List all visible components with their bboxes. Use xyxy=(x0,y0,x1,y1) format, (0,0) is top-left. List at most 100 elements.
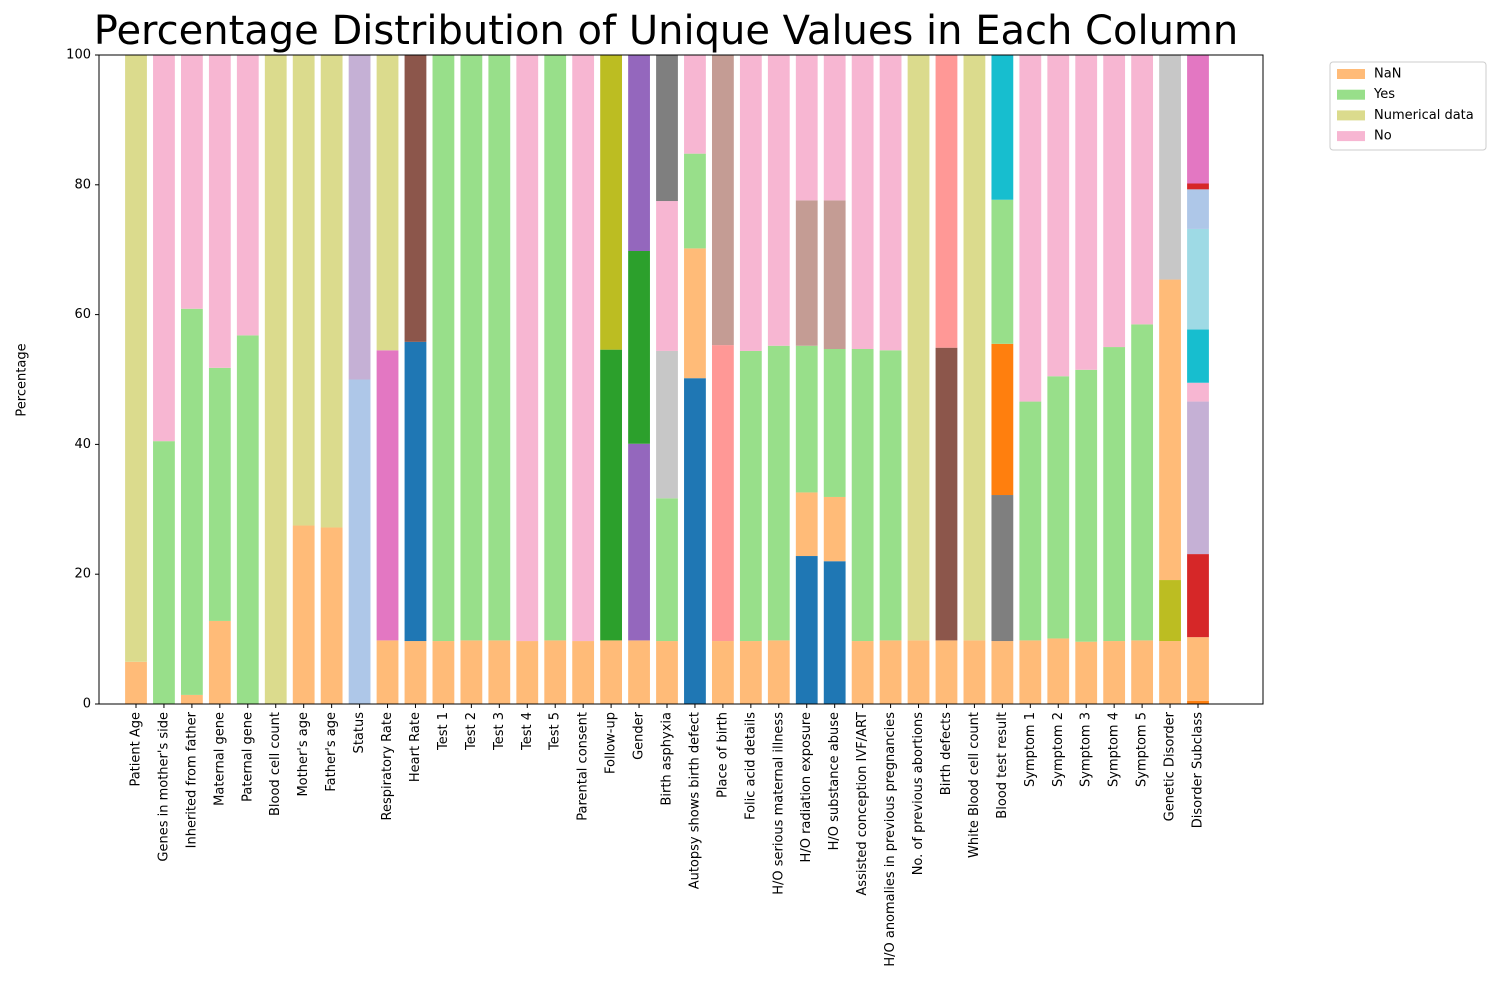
bar-segment xyxy=(208,367,231,621)
bar-segment xyxy=(1047,376,1070,639)
bar-segment xyxy=(767,345,790,641)
bar-segment xyxy=(656,498,678,642)
bar-segment xyxy=(991,55,1014,200)
bar-segment xyxy=(767,55,790,346)
bar-segment xyxy=(739,350,762,642)
bar-segment xyxy=(711,641,734,704)
x-tick-label: Folic acid details xyxy=(743,712,758,820)
bar-segment xyxy=(236,55,259,336)
bar-segment xyxy=(823,200,846,349)
bar-segment xyxy=(1131,55,1154,325)
bar-segment xyxy=(851,348,874,642)
bar-segment xyxy=(516,55,539,642)
x-tick-label: Symptom 1 xyxy=(1023,712,1038,787)
bar-segment xyxy=(684,378,706,704)
bar-segment xyxy=(488,640,511,704)
bar-segment xyxy=(348,55,371,380)
y-tick-label: 100 xyxy=(66,48,91,63)
bar-segment xyxy=(935,55,958,348)
x-tick-label: Genetic Disorder xyxy=(1163,711,1178,821)
legend-label: Numerical data xyxy=(1374,108,1474,123)
bar-segment xyxy=(1187,55,1209,184)
x-tick-label: Test 4 xyxy=(520,712,535,751)
bar-segment xyxy=(795,55,818,201)
bar-segment xyxy=(628,55,650,251)
legend-label: NaN xyxy=(1374,67,1401,82)
bar-segment xyxy=(656,55,678,202)
bar-segment xyxy=(208,55,231,368)
bar-segment xyxy=(1103,641,1126,704)
bar-segment xyxy=(1187,189,1209,229)
bar-segment xyxy=(879,350,902,641)
x-tick-label: White Blood cell count xyxy=(967,712,982,858)
x-tick-label: Genes in mother's side xyxy=(156,712,171,862)
bar-segment xyxy=(348,379,371,704)
bar-segment xyxy=(1187,554,1209,638)
bar-segment xyxy=(963,640,986,704)
x-tick-label: Father's age xyxy=(324,712,339,792)
bar-segment xyxy=(879,640,902,704)
x-tick-label: Autopsy shows birth defect xyxy=(687,712,702,889)
bar-segment xyxy=(488,55,511,641)
x-tick-label: Place of birth xyxy=(715,712,730,798)
bar-segment xyxy=(1075,641,1098,704)
legend-swatch xyxy=(1337,89,1365,100)
bar-segment xyxy=(180,308,203,695)
bar-segment xyxy=(320,55,343,528)
x-tick-label: Birth asphyxia xyxy=(660,712,675,806)
bar-segment xyxy=(767,640,790,704)
bar-segment xyxy=(907,55,930,641)
bar-segment xyxy=(711,345,734,642)
bar-segment xyxy=(153,55,175,442)
y-tick-label: 40 xyxy=(74,437,91,452)
chart-title: Percentage Distribution of Unique Values… xyxy=(94,8,1239,54)
bar-segment xyxy=(1159,641,1181,704)
bar-segment xyxy=(572,55,595,642)
bar-segment xyxy=(935,347,958,641)
bar-segment xyxy=(1187,183,1209,190)
bar-segment xyxy=(404,55,427,342)
bar-segment xyxy=(656,641,678,704)
x-tick-label: Test 3 xyxy=(492,712,507,751)
bar-segment xyxy=(1187,700,1209,704)
bar-segment xyxy=(907,640,930,704)
x-tick-label: Test 2 xyxy=(464,712,479,751)
x-tick-label: Maternal gene xyxy=(212,712,227,806)
bar-segment xyxy=(236,335,259,704)
bar-segment xyxy=(628,443,650,641)
bar-segment xyxy=(180,694,203,704)
bar-segment xyxy=(180,55,203,309)
bar-segment xyxy=(851,641,874,704)
bar-segment xyxy=(823,561,846,704)
bar-segment xyxy=(1131,324,1154,641)
y-tick-label: 0 xyxy=(83,697,91,712)
bar-segment xyxy=(1103,55,1126,348)
bar-segment xyxy=(935,640,958,704)
bar-segment xyxy=(460,640,483,704)
bar-segment xyxy=(600,349,623,641)
bar-segment xyxy=(628,250,650,444)
x-tick-label: Gender xyxy=(632,711,647,760)
bar-segment xyxy=(656,350,678,499)
bar-segment xyxy=(991,641,1014,704)
bar-segment xyxy=(1159,55,1181,280)
bar-segment xyxy=(292,55,315,526)
bar-segment xyxy=(739,641,762,704)
bar-segment xyxy=(125,55,147,662)
bar-segment xyxy=(208,620,231,704)
bar-segment xyxy=(153,441,175,704)
bar-segment xyxy=(1159,580,1181,642)
bar-segment xyxy=(991,495,1014,642)
bar-segment xyxy=(711,55,734,346)
x-tick-label: Symptom 2 xyxy=(1051,712,1066,787)
x-tick-label: Disorder Subclass xyxy=(1191,712,1206,828)
legend-swatch xyxy=(1337,131,1365,142)
bar-segment xyxy=(628,640,650,704)
x-tick-label: Paternal gene xyxy=(240,712,255,802)
x-tick-label: Inherited from father xyxy=(184,711,199,848)
x-tick-label: H/O anomalies in previous pregnancies xyxy=(883,712,898,967)
bar-segment xyxy=(684,153,706,249)
x-tick-label: H/O serious maternal illness xyxy=(771,712,786,895)
legend-swatch xyxy=(1337,69,1365,79)
